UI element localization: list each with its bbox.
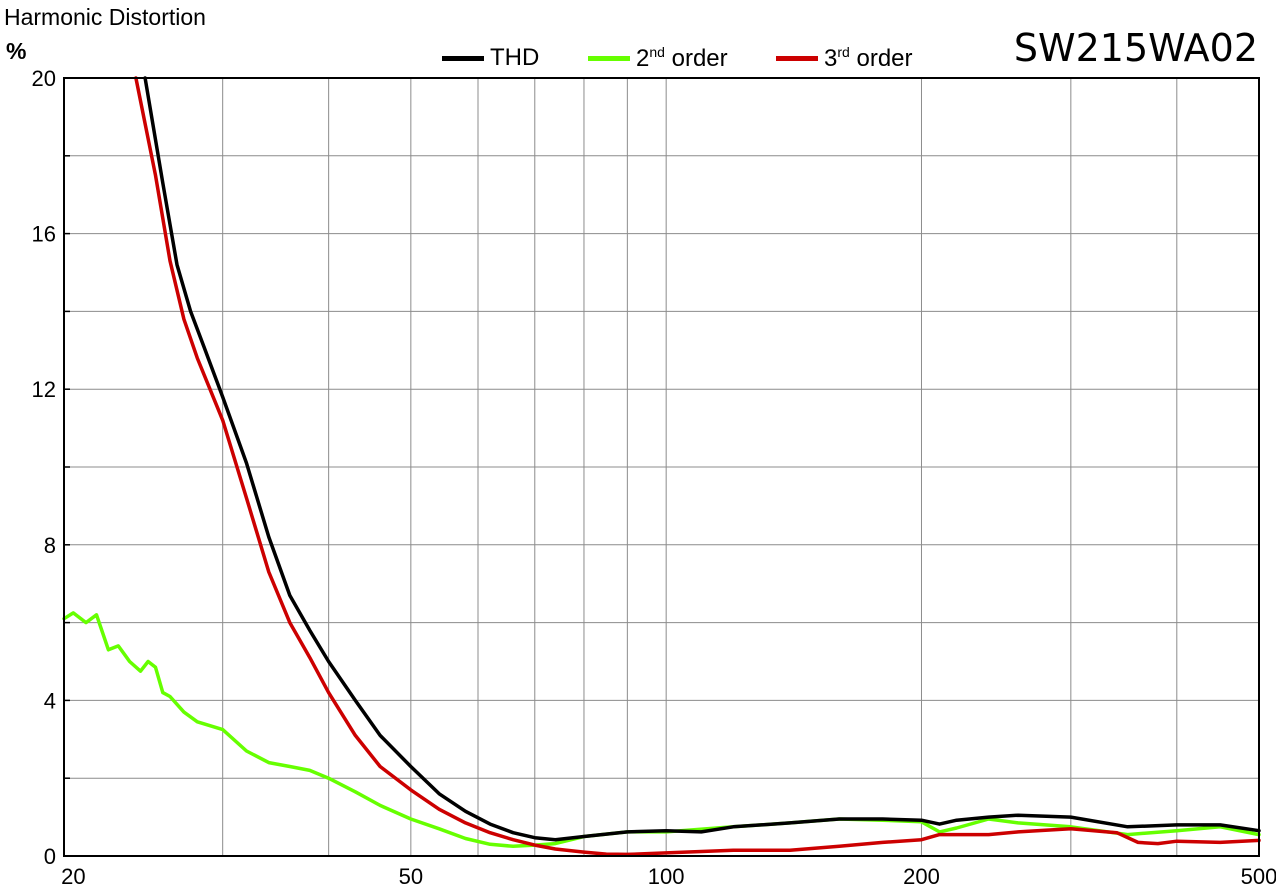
- plot-frame: [63, 77, 1260, 857]
- legend-item-thd: THD: [442, 44, 539, 72]
- x-tick-label: 500: [1241, 864, 1276, 889]
- legend-item-3rd-order: 3rd order: [776, 44, 913, 73]
- y-tick-label: 12: [32, 377, 56, 402]
- legend-swatch-thd: [442, 55, 484, 61]
- x-tick-label: 50: [399, 864, 423, 889]
- y-tick-label: 4: [44, 688, 56, 713]
- y-axis-title: Harmonic Distortion: [4, 4, 206, 30]
- legend-label-thd: THD: [490, 44, 540, 71]
- y-tick-label: 0: [44, 844, 56, 869]
- y-axis-unit: %: [6, 38, 27, 64]
- legend: THD 2nd order 3rd order: [0, 44, 1276, 74]
- y-tick-label: 16: [32, 222, 56, 247]
- y-tick-label: 8: [44, 533, 56, 558]
- legend-item-2nd-order: 2nd order: [588, 44, 728, 73]
- grid: [64, 78, 1259, 856]
- tick-labels: 0 4 8 12 16 20 20 50 100 200 500: [32, 66, 1276, 889]
- legend-label-3rd-order: 3rd order: [824, 44, 913, 72]
- x-tick-label: 200: [903, 864, 940, 889]
- series-line-thd: [143, 76, 1261, 842]
- model-name: SW215WA02: [1013, 26, 1258, 70]
- series-line-2nd-order: [62, 611, 1261, 849]
- series-layer: [62, 76, 1261, 857]
- x-tick-label: 100: [648, 864, 685, 889]
- y-tick-label: 20: [32, 66, 56, 91]
- legend-swatch-3rd-order: [776, 56, 818, 61]
- series-line-3rd-order: [134, 76, 1261, 857]
- legend-swatch-2nd-order: [588, 56, 630, 61]
- legend-label-2nd-order: 2nd order: [636, 44, 728, 72]
- x-tick-label: 20: [61, 864, 85, 889]
